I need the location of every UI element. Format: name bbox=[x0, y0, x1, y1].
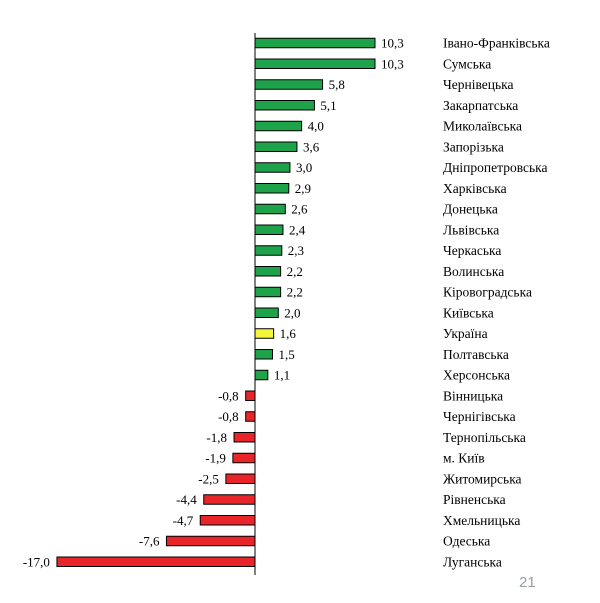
bar bbox=[254, 349, 273, 360]
bar bbox=[254, 183, 290, 194]
category-label: м. Київ bbox=[443, 451, 485, 466]
value-label: 2,4 bbox=[289, 222, 306, 237]
bar bbox=[203, 494, 256, 505]
value-label: -2,5 bbox=[198, 471, 219, 486]
category-label: Івано-Франківська bbox=[443, 36, 550, 51]
category-label: Луганська bbox=[443, 554, 502, 569]
category-label: Тернопільська bbox=[443, 430, 526, 445]
category-label: Черкаська bbox=[443, 243, 501, 258]
bar bbox=[254, 120, 303, 132]
category-label: Львівська bbox=[443, 222, 499, 237]
value-label: -17,0 bbox=[23, 554, 50, 569]
bar bbox=[245, 390, 256, 401]
bar bbox=[254, 37, 376, 49]
value-label: 10,3 bbox=[381, 56, 404, 71]
category-label: Чернівецька bbox=[443, 77, 514, 92]
category-label: Одеська bbox=[443, 534, 490, 549]
category-label: Дніпропетровська bbox=[443, 160, 547, 175]
category-label: Донецька bbox=[443, 202, 498, 217]
category-label: Закарпатська bbox=[443, 98, 518, 113]
value-label: 2,9 bbox=[295, 181, 311, 196]
category-label: Запорізька bbox=[443, 139, 504, 154]
bar bbox=[165, 535, 256, 547]
bar bbox=[56, 556, 256, 567]
category-label: Харківська bbox=[443, 181, 507, 196]
category-labels-group: Івано-Франківська Сумська Чернівецька Закар… bbox=[443, 36, 550, 570]
value-label: -4,4 bbox=[176, 492, 197, 507]
bar bbox=[254, 100, 315, 111]
value-label: 1,6 bbox=[280, 326, 297, 341]
category-label: Кіровоградська bbox=[443, 285, 532, 300]
category-label: Волинська bbox=[443, 264, 504, 279]
value-label: -0,8 bbox=[218, 388, 239, 403]
bar bbox=[254, 266, 282, 277]
value-label: -4,7 bbox=[173, 513, 194, 528]
value-label: -1,9 bbox=[205, 451, 226, 466]
bar bbox=[254, 79, 324, 90]
category-label: Вінницька bbox=[443, 388, 503, 403]
value-labels-group: 10,3 10,3 5,8 5,1 4,0 3,6 3,0 2,9 2,6 2,4 2,3 2,2 2,… bbox=[23, 36, 404, 570]
bar bbox=[233, 432, 256, 443]
bar bbox=[245, 411, 256, 422]
bar bbox=[254, 245, 283, 256]
bar bbox=[254, 162, 291, 173]
value-label: 2,6 bbox=[291, 202, 308, 217]
category-label: Полтавська bbox=[443, 347, 509, 362]
value-label: 2,2 bbox=[287, 285, 303, 300]
bar bbox=[199, 515, 256, 526]
bar bbox=[254, 328, 275, 339]
value-label: -1,8 bbox=[206, 430, 227, 445]
value-label: 3,0 bbox=[296, 160, 312, 175]
value-label: 1,5 bbox=[278, 347, 294, 362]
value-label: -0,8 bbox=[218, 409, 239, 424]
category-label: Сумська bbox=[443, 56, 491, 71]
value-label: 5,8 bbox=[329, 77, 345, 92]
value-label: 2,2 bbox=[287, 264, 303, 279]
bar bbox=[254, 307, 279, 318]
value-label: 3,6 bbox=[303, 139, 320, 154]
value-label: 4,0 bbox=[308, 119, 324, 134]
bar bbox=[254, 369, 269, 381]
value-label: 1,1 bbox=[274, 368, 290, 383]
value-label: 5,1 bbox=[320, 98, 336, 113]
value-label: 10,3 bbox=[381, 36, 404, 51]
bar bbox=[254, 286, 282, 298]
category-label: Київська bbox=[443, 305, 494, 320]
bar bbox=[225, 473, 256, 484]
value-label: -7,6 bbox=[139, 534, 160, 549]
category-label: Рівненська bbox=[443, 492, 506, 507]
bar bbox=[254, 224, 284, 235]
category-label: Миколаївська bbox=[443, 119, 522, 134]
bar bbox=[254, 141, 298, 152]
category-label: Житомирська bbox=[443, 471, 522, 486]
page-number: 21 bbox=[519, 574, 536, 591]
bar bbox=[254, 58, 376, 69]
category-label: Чернігівська bbox=[443, 409, 516, 424]
bar bbox=[232, 452, 256, 464]
category-label: Хмельницька bbox=[443, 513, 520, 528]
category-label: Україна bbox=[443, 326, 488, 341]
value-label: 2,3 bbox=[288, 243, 304, 258]
bar bbox=[254, 203, 286, 215]
bars-group bbox=[56, 37, 376, 567]
category-label: Херсонська bbox=[443, 368, 510, 383]
value-label: 2,0 bbox=[284, 305, 300, 320]
